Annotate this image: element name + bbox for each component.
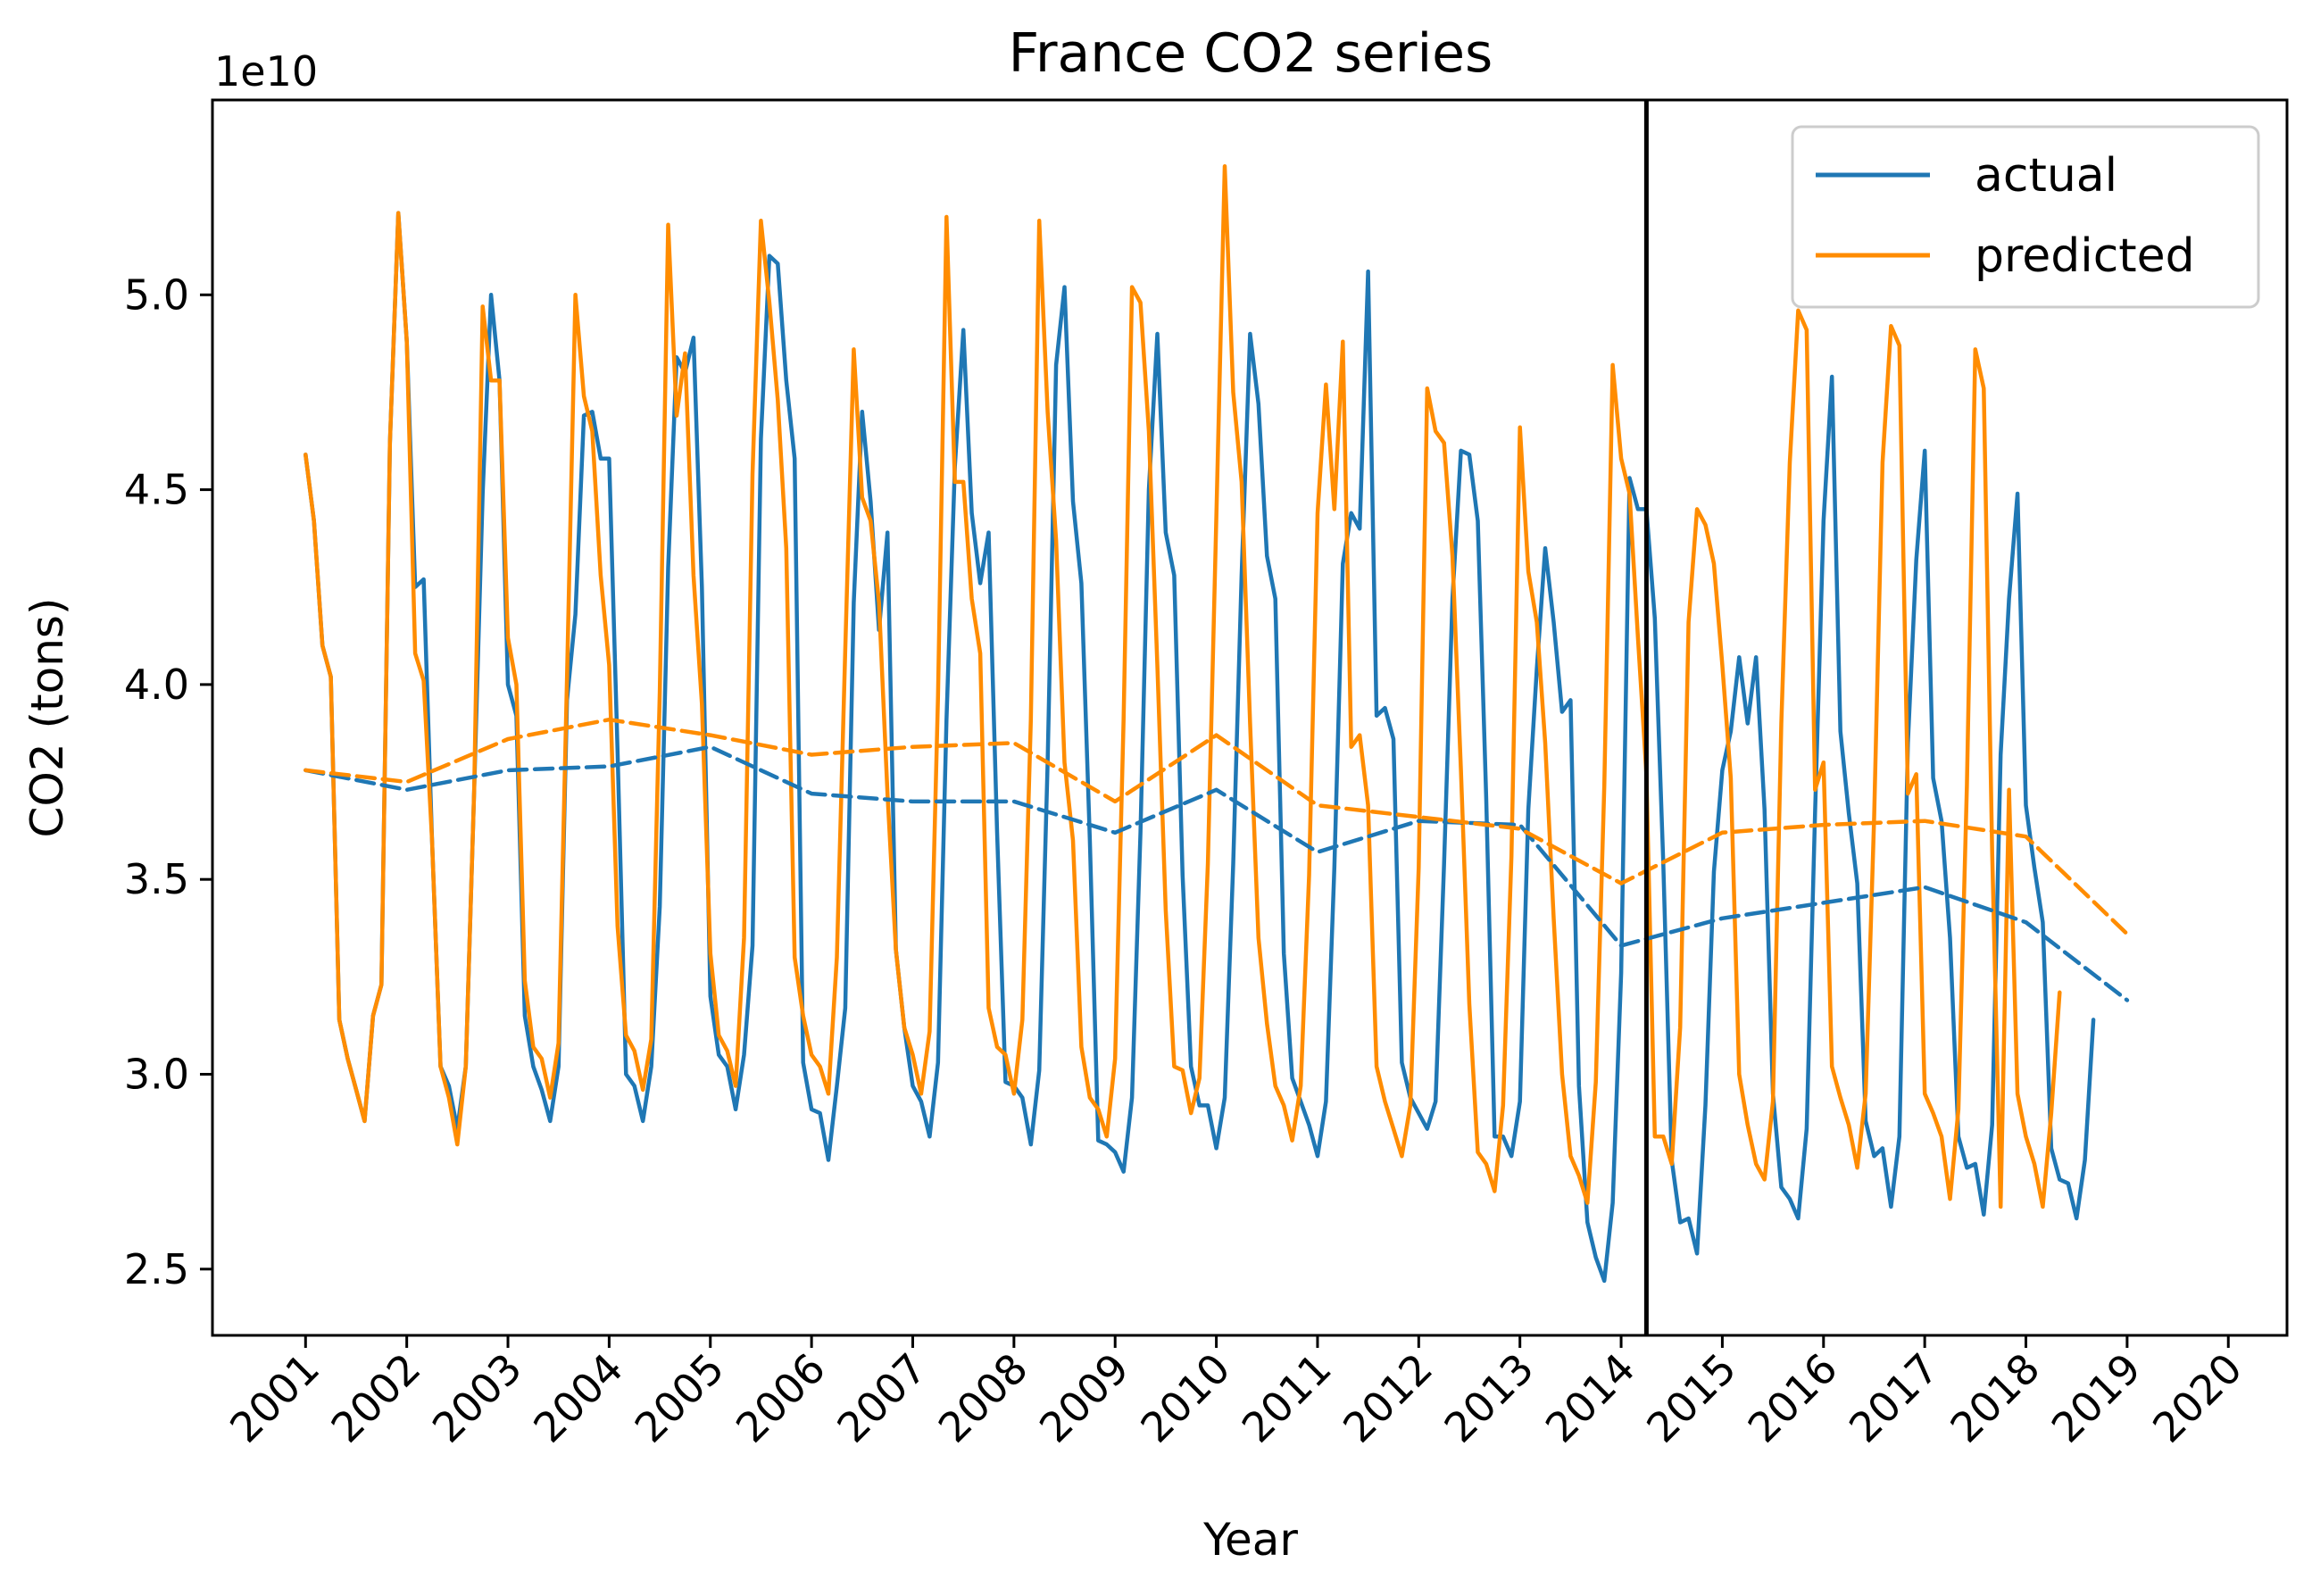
plot-area — [211, 98, 2289, 1337]
legend-label-actual: actual — [1975, 149, 2117, 203]
series-line-predicted — [304, 163, 2062, 1209]
y-tick-label: 5.0 — [124, 270, 189, 319]
legend-box — [1791, 125, 2260, 309]
plot-frame — [211, 98, 2289, 1337]
y-tick-label: 4.0 — [124, 661, 189, 709]
y-offset-label: 1e10 — [214, 47, 318, 96]
y-axis-title: CO2 (tons) — [21, 598, 73, 838]
y-tick-label: 4.5 — [124, 466, 189, 514]
series-line-actual — [304, 211, 2096, 1284]
y-tick-label: 2.5 — [124, 1245, 189, 1293]
y-tick-label: 3.5 — [124, 855, 189, 903]
y-axis: 2.5 3.0 3.5 4.0 4.5 5.0 — [124, 270, 212, 1293]
chart-title: France CO2 series — [1009, 22, 1493, 85]
legend: actual predicted — [1791, 125, 2260, 309]
y-tick-label: 3.0 — [124, 1050, 189, 1098]
trend-line-actual — [304, 744, 2130, 1002]
series-layer — [304, 163, 2130, 1284]
x-axis-title: Year — [1202, 1514, 1298, 1566]
legend-label-predicted: predicted — [1975, 229, 2195, 283]
trend-line-predicted — [304, 717, 2130, 936]
